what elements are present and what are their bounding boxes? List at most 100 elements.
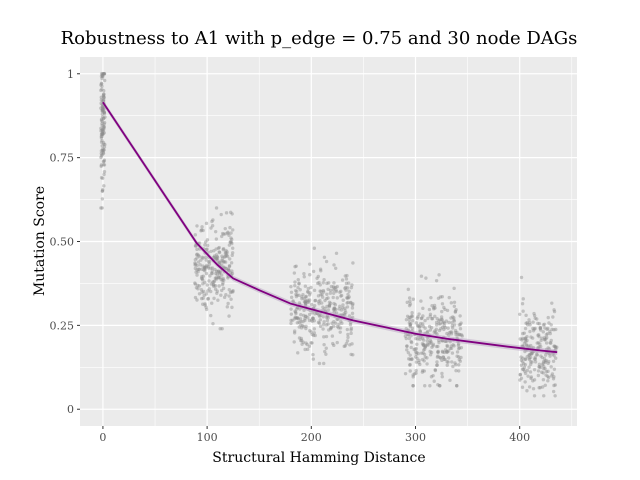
data-point — [193, 258, 198, 262]
data-point — [215, 289, 219, 293]
data-point — [429, 341, 433, 345]
data-point — [321, 290, 326, 294]
data-point — [524, 343, 529, 347]
data-point — [338, 330, 342, 334]
data-point — [450, 324, 455, 328]
data-point — [345, 327, 350, 332]
data-point — [200, 277, 204, 281]
data-point — [230, 251, 235, 255]
data-point — [332, 281, 336, 285]
data-point — [99, 129, 103, 133]
data-point — [346, 296, 351, 300]
data-point — [199, 258, 203, 262]
data-point — [455, 350, 460, 354]
data-point — [231, 288, 235, 293]
data-point — [522, 341, 527, 345]
data-point — [334, 288, 338, 292]
data-point — [327, 304, 332, 309]
data-point — [197, 267, 202, 271]
data-point — [532, 367, 537, 372]
data-point — [332, 301, 336, 306]
data-point — [434, 330, 438, 335]
data-point — [220, 254, 224, 258]
data-point — [308, 273, 312, 277]
data-point — [538, 385, 542, 390]
data-point — [454, 308, 458, 312]
data-point — [524, 340, 528, 344]
data-point — [344, 342, 349, 346]
data-point — [332, 263, 336, 267]
data-point — [195, 273, 199, 277]
data-point — [294, 292, 298, 297]
data-point — [422, 342, 426, 347]
data-point — [215, 257, 219, 261]
data-point — [418, 362, 422, 367]
data-point — [197, 284, 202, 288]
data-point — [452, 304, 457, 309]
data-point — [538, 342, 542, 346]
data-point — [346, 300, 350, 305]
data-point — [318, 267, 323, 271]
data-point — [217, 245, 221, 250]
data-point — [312, 246, 317, 250]
data-point — [407, 357, 411, 361]
data-point — [443, 307, 447, 312]
data-point — [102, 126, 106, 130]
data-point — [207, 287, 211, 291]
data-point — [326, 281, 331, 285]
data-point — [103, 142, 107, 147]
data-point — [446, 360, 450, 364]
data-point — [102, 170, 107, 174]
y-tick-label: 0.75 — [50, 152, 75, 165]
data-point — [313, 298, 318, 303]
data-point — [101, 132, 105, 136]
data-point — [458, 359, 462, 363]
data-point — [322, 361, 326, 366]
data-point — [212, 296, 216, 301]
data-point — [102, 110, 106, 115]
data-point — [437, 322, 441, 326]
data-point — [457, 363, 461, 367]
data-point — [408, 322, 412, 327]
data-point — [102, 125, 106, 129]
data-point — [524, 321, 528, 325]
data-point — [199, 276, 204, 280]
data-point — [452, 319, 457, 323]
data-point — [433, 329, 437, 333]
data-point — [541, 323, 546, 327]
data-point — [420, 316, 424, 320]
data-point — [437, 273, 441, 277]
data-point — [217, 284, 221, 288]
data-point — [542, 364, 546, 369]
data-point — [456, 333, 460, 337]
y-axis-title: Mutation Score — [32, 186, 48, 296]
data-point — [292, 331, 297, 335]
data-point — [428, 328, 433, 332]
data-point — [429, 375, 434, 379]
data-point — [101, 115, 105, 119]
data-point — [426, 329, 430, 334]
data-point — [230, 253, 234, 258]
data-point — [405, 348, 409, 352]
data-point — [538, 326, 543, 330]
data-point — [99, 132, 104, 136]
data-point — [226, 231, 230, 235]
data-point — [205, 243, 210, 248]
data-point — [349, 285, 354, 290]
x-tick-label: 400 — [509, 431, 530, 444]
data-point — [312, 327, 317, 331]
data-point — [536, 333, 540, 338]
data-point — [440, 325, 445, 329]
data-point — [312, 288, 317, 293]
data-point — [409, 339, 413, 344]
data-point — [215, 256, 219, 261]
data-point — [543, 338, 547, 342]
data-point — [408, 353, 412, 357]
data-point — [100, 112, 105, 116]
data-point — [452, 323, 457, 327]
data-point — [533, 357, 538, 361]
data-point — [340, 321, 344, 325]
data-point — [451, 315, 455, 319]
data-point — [405, 344, 409, 348]
data-point — [323, 349, 327, 354]
